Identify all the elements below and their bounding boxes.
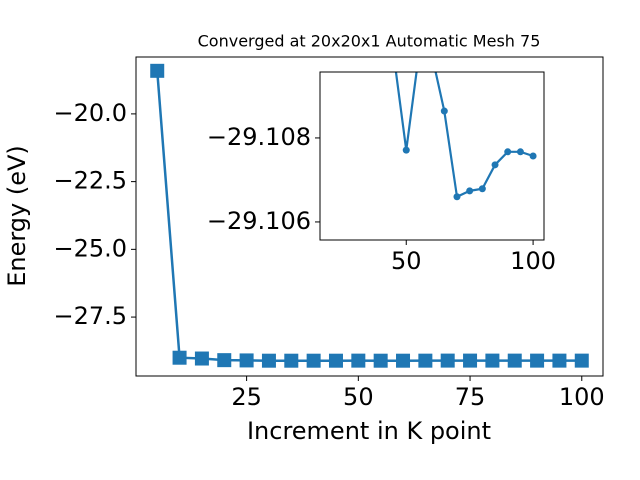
- x-tick-label: 100: [510, 247, 556, 275]
- y-tick-label: −29.106: [207, 207, 311, 235]
- marker: [463, 353, 478, 368]
- axes-frame: [135, 56, 604, 377]
- marker: [351, 353, 366, 368]
- marker: [453, 193, 461, 201]
- marker: [440, 353, 455, 368]
- marker: [217, 353, 232, 368]
- marker: [284, 353, 299, 368]
- x-tick-label: 50: [391, 247, 422, 275]
- marker: [306, 353, 321, 368]
- marker: [440, 107, 448, 115]
- marker: [466, 187, 474, 195]
- axes-frame: [319, 71, 545, 241]
- x-tick-label: 50: [343, 383, 374, 411]
- chart-title: Converged at 20x20x1 Automatic Mesh 75: [198, 32, 541, 51]
- marker: [239, 353, 254, 368]
- marker: [574, 353, 589, 368]
- x-tick-label: 100: [559, 383, 605, 411]
- marker: [491, 161, 499, 169]
- marker: [504, 148, 512, 156]
- marker: [530, 353, 545, 368]
- x-tick-label: 75: [455, 383, 486, 411]
- y-tick-label: −20.0: [53, 99, 127, 127]
- marker: [150, 63, 165, 78]
- y-tick-label: −22.5: [53, 167, 127, 195]
- marker: [478, 185, 486, 193]
- marker: [261, 353, 276, 368]
- y-tick-label: −27.5: [53, 302, 127, 330]
- marker: [485, 353, 500, 368]
- y-axis-label: Energy (eV): [3, 145, 31, 287]
- marker: [328, 353, 343, 368]
- marker: [507, 353, 522, 368]
- x-axis-label: Increment in K point: [247, 417, 491, 445]
- marker: [402, 146, 410, 154]
- plot-content: [150, 63, 589, 368]
- marker: [516, 148, 524, 156]
- marker: [418, 353, 433, 368]
- marker: [194, 351, 209, 366]
- plot-content: [394, 72, 537, 201]
- marker: [529, 152, 537, 160]
- marker: [552, 353, 567, 368]
- marker: [396, 353, 411, 368]
- marker: [172, 350, 187, 365]
- y-tick-label: −29.108: [207, 123, 311, 151]
- plot-area: [320, 72, 544, 240]
- x-tick-label: 25: [231, 383, 262, 411]
- marker: [373, 353, 388, 368]
- y-tick-label: −25.0: [53, 234, 127, 262]
